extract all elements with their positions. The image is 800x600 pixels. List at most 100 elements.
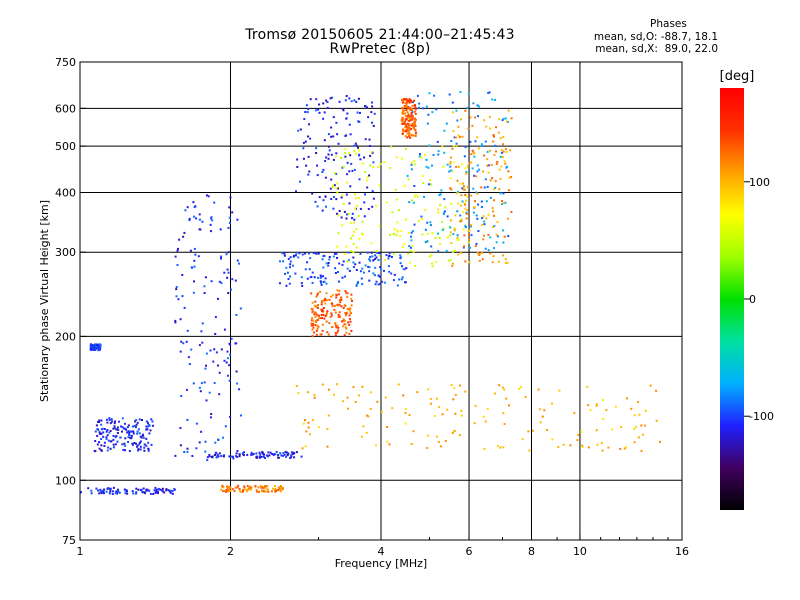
data-point [371, 105, 374, 108]
data-point [350, 100, 353, 103]
data-point [504, 117, 507, 120]
data-point [259, 485, 262, 488]
data-point [405, 125, 408, 128]
data-point [456, 210, 459, 213]
data-point [340, 298, 343, 301]
data-point [456, 119, 459, 122]
data-point [374, 257, 377, 260]
data-point [154, 486, 157, 489]
data-point [493, 392, 496, 395]
data-point [169, 489, 172, 492]
data-point [199, 390, 202, 393]
data-point [198, 344, 201, 347]
data-point [348, 332, 351, 335]
data-point [623, 447, 626, 450]
data-point [465, 212, 468, 215]
data-point [131, 490, 134, 493]
data-point [437, 211, 440, 214]
data-point [327, 145, 330, 148]
data-point [121, 417, 124, 420]
data-point [146, 488, 149, 491]
data-point [491, 98, 494, 101]
data-point [434, 415, 436, 417]
data-point [342, 325, 345, 328]
data-point [437, 441, 440, 444]
data-point [343, 210, 346, 213]
data-point [311, 271, 314, 274]
data-point [218, 280, 221, 283]
data-point [489, 179, 492, 182]
points-layer [79, 91, 661, 495]
data-point [358, 149, 360, 152]
data-point [501, 151, 503, 154]
data-point [354, 207, 357, 210]
data-point [322, 199, 325, 202]
data-point [369, 154, 372, 157]
data-point [431, 164, 433, 167]
data-point [192, 201, 195, 204]
data-point [214, 333, 217, 335]
data-point [366, 176, 369, 179]
data-point [436, 140, 439, 143]
data-point [449, 234, 452, 237]
data-point [352, 243, 355, 245]
data-point [502, 446, 505, 449]
data-point [484, 420, 487, 423]
data-point [283, 252, 286, 255]
data-point [392, 279, 395, 282]
data-point [106, 434, 109, 437]
data-point [354, 401, 357, 403]
data-point [450, 219, 453, 222]
data-point [355, 269, 358, 271]
data-point [405, 267, 408, 270]
data-point [220, 455, 223, 457]
data-point [323, 299, 326, 302]
data-point [137, 449, 139, 452]
data-point [414, 193, 417, 196]
data-point [189, 249, 192, 252]
data-point [109, 422, 112, 425]
data-point [483, 119, 486, 122]
data-point [284, 272, 286, 275]
data-point [280, 487, 283, 489]
data-point [418, 155, 421, 158]
data-point [188, 363, 191, 366]
data-point [465, 171, 468, 173]
data-point [281, 486, 284, 489]
data-point [90, 345, 93, 348]
data-point [280, 485, 282, 488]
data-point [338, 299, 341, 302]
data-point [633, 441, 636, 444]
data-point [330, 135, 333, 138]
data-point [426, 232, 429, 235]
data-point [175, 288, 178, 291]
data-point [349, 318, 351, 321]
data-point [193, 280, 195, 283]
data-point [106, 487, 109, 490]
data-point [417, 106, 420, 109]
data-point [240, 414, 242, 417]
data-point [229, 416, 232, 418]
data-point [265, 485, 268, 487]
data-point [403, 98, 405, 101]
data-point [427, 166, 430, 169]
data-point [439, 243, 442, 246]
data-point [413, 121, 416, 123]
data-point [357, 214, 360, 217]
data-point [444, 439, 447, 442]
data-point [449, 177, 452, 180]
data-point [456, 234, 459, 237]
data-point [277, 489, 280, 491]
data-point [633, 414, 636, 417]
data-point [367, 415, 370, 418]
data-point [495, 126, 497, 129]
data-point [457, 253, 460, 256]
data-point [105, 436, 108, 439]
data-point [186, 206, 189, 209]
data-point [496, 161, 499, 163]
data-point [510, 117, 513, 120]
data-point [219, 228, 222, 231]
data-point [355, 228, 358, 231]
data-point [408, 101, 411, 104]
data-point [285, 284, 288, 287]
